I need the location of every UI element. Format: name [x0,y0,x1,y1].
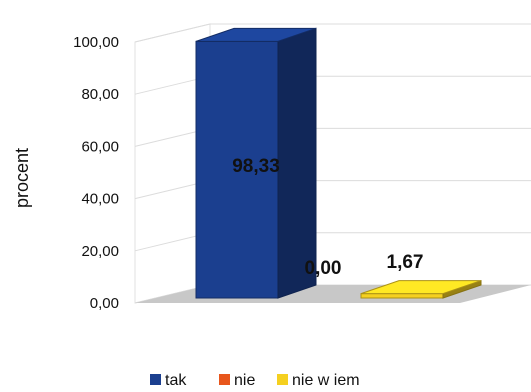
y-tick-label: 80,00 [81,86,119,103]
bar-tak-top [195,27,317,42]
data-label-nie: 0,00 [305,258,342,279]
y-tick-label: 0,00 [90,295,119,312]
legend-item-nie: nie [219,372,255,389]
y-axis-ticks: 0,00 20,00 40,00 60,00 80,00 100,00 [73,34,119,312]
legend-swatch [277,374,288,385]
bar-nie-wiem-front [360,293,444,299]
gridline [134,23,531,43]
y-tick-label: 20,00 [81,243,119,260]
legend-label: nie [234,372,255,389]
legend: tak nie nie w iem [150,372,360,389]
y-tick-label: 40,00 [81,191,119,208]
data-labels: 98,33 0,00 1,67 [232,156,423,279]
y-tick-label: 100,00 [73,34,119,51]
bar-nie-wiem [360,279,482,299]
data-label-nie-w-iem: 1,67 [387,252,424,273]
bars [195,27,482,299]
bar-nie-wiem-top [360,280,482,295]
bar-tak [195,27,317,299]
legend-swatch [219,374,230,385]
y-axis-label: procent [12,148,32,208]
legend-label: nie w iem [292,372,360,389]
legend-label: tak [165,372,187,389]
legend-item-tak: tak [150,372,187,389]
y-tick-label: 60,00 [81,138,119,155]
legend-item-nie-w-iem: nie w iem [277,372,360,389]
data-label-tak: 98,33 [232,156,280,177]
legend-swatch [150,374,161,385]
